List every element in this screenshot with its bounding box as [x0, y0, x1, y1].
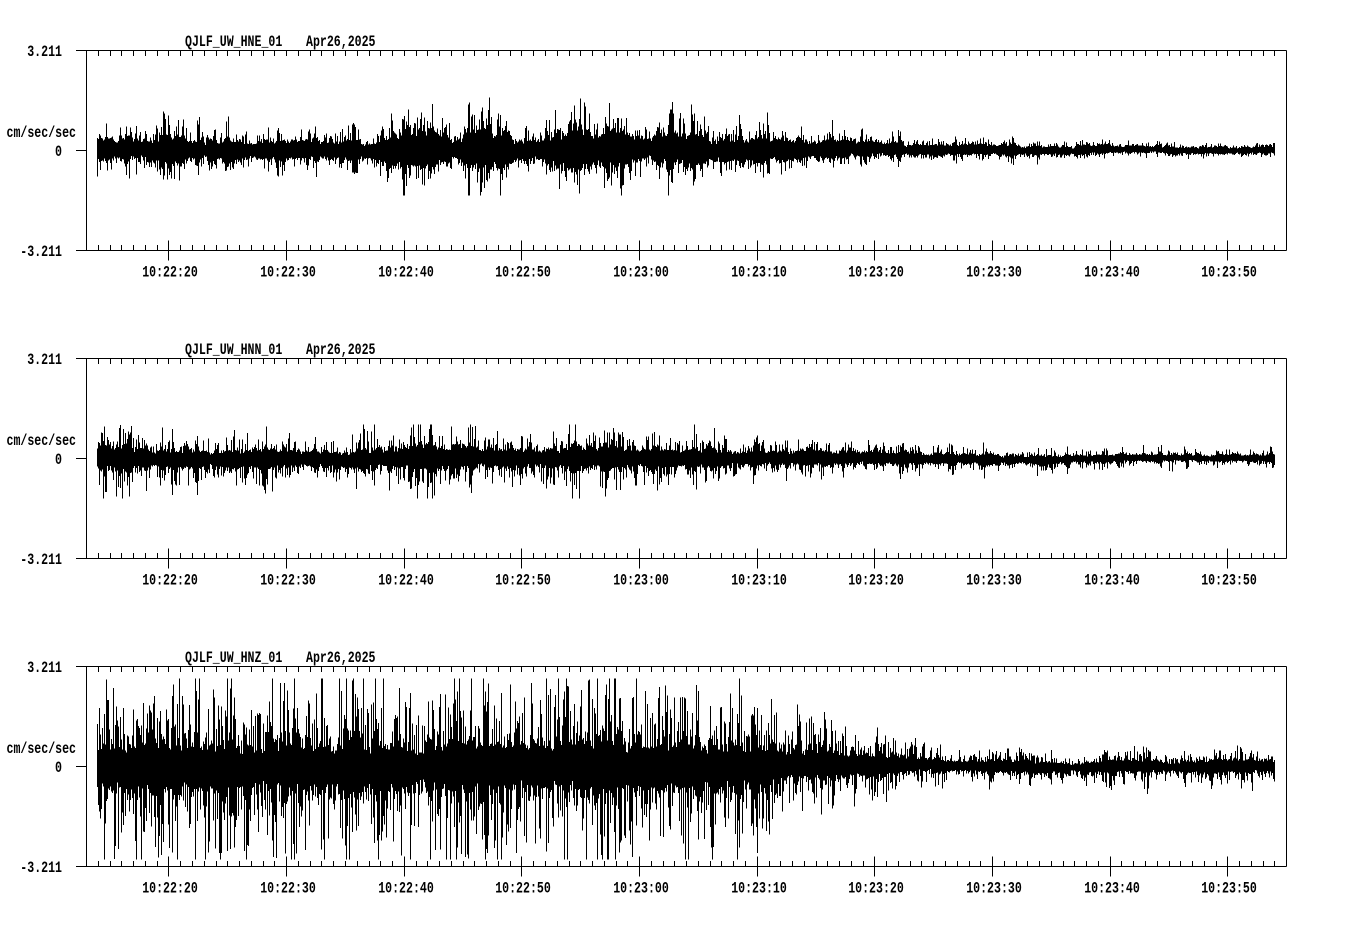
svg-text:10:23:20: 10:23:20 — [848, 572, 904, 590]
svg-text:3.211: 3.211 — [27, 43, 62, 61]
svg-text:10:22:20: 10:22:20 — [142, 880, 198, 898]
svg-text:3.211: 3.211 — [27, 351, 62, 369]
svg-text:10:23:20: 10:23:20 — [848, 880, 904, 898]
svg-text:10:22:50: 10:22:50 — [495, 264, 551, 282]
svg-text:10:23:10: 10:23:10 — [731, 264, 787, 282]
svg-text:Apr26,2025: Apr26,2025 — [306, 33, 376, 51]
svg-text:QJLF_UW_HNZ_01: QJLF_UW_HNZ_01 — [185, 649, 282, 667]
svg-text:0: 0 — [55, 143, 62, 161]
svg-text:10:23:40: 10:23:40 — [1084, 880, 1140, 898]
svg-text:QJLF_UW_HNE_01: QJLF_UW_HNE_01 — [185, 33, 282, 51]
svg-text:-3.211: -3.211 — [20, 859, 62, 877]
svg-text:10:23:30: 10:23:30 — [966, 264, 1022, 282]
svg-text:10:23:00: 10:23:00 — [613, 880, 669, 898]
svg-text:-3.211: -3.211 — [20, 243, 62, 261]
svg-text:10:22:50: 10:22:50 — [495, 880, 551, 898]
svg-text:10:23:10: 10:23:10 — [731, 572, 787, 590]
svg-text:cm/sec/sec: cm/sec/sec — [7, 124, 77, 142]
svg-text:10:23:00: 10:23:00 — [613, 264, 669, 282]
svg-text:10:23:10: 10:23:10 — [731, 880, 787, 898]
svg-text:-3.211: -3.211 — [20, 551, 62, 569]
svg-text:10:22:40: 10:22:40 — [378, 264, 434, 282]
svg-text:10:23:40: 10:23:40 — [1084, 572, 1140, 590]
svg-text:10:23:50: 10:23:50 — [1201, 572, 1257, 590]
svg-text:10:22:30: 10:22:30 — [260, 264, 316, 282]
svg-text:Apr26,2025: Apr26,2025 — [306, 649, 376, 667]
svg-text:Apr26,2025: Apr26,2025 — [306, 341, 376, 359]
svg-text:10:23:20: 10:23:20 — [848, 264, 904, 282]
svg-text:10:22:30: 10:22:30 — [260, 572, 316, 590]
svg-text:10:23:30: 10:23:30 — [966, 880, 1022, 898]
svg-text:QJLF_UW_HNN_01: QJLF_UW_HNN_01 — [185, 341, 282, 359]
svg-text:10:22:40: 10:22:40 — [378, 572, 434, 590]
svg-text:10:23:50: 10:23:50 — [1201, 880, 1257, 898]
svg-text:cm/sec/sec: cm/sec/sec — [7, 740, 77, 758]
svg-text:10:22:20: 10:22:20 — [142, 572, 198, 590]
svg-text:10:22:30: 10:22:30 — [260, 880, 316, 898]
svg-text:10:23:30: 10:23:30 — [966, 572, 1022, 590]
svg-text:cm/sec/sec: cm/sec/sec — [7, 432, 77, 450]
svg-text:10:22:40: 10:22:40 — [378, 880, 434, 898]
svg-text:10:22:20: 10:22:20 — [142, 264, 198, 282]
svg-text:0: 0 — [55, 759, 62, 777]
svg-text:10:23:40: 10:23:40 — [1084, 264, 1140, 282]
svg-text:3.211: 3.211 — [27, 659, 62, 677]
svg-text:10:23:00: 10:23:00 — [613, 572, 669, 590]
svg-text:10:23:50: 10:23:50 — [1201, 264, 1257, 282]
svg-text:10:22:50: 10:22:50 — [495, 572, 551, 590]
svg-text:0: 0 — [55, 451, 62, 469]
